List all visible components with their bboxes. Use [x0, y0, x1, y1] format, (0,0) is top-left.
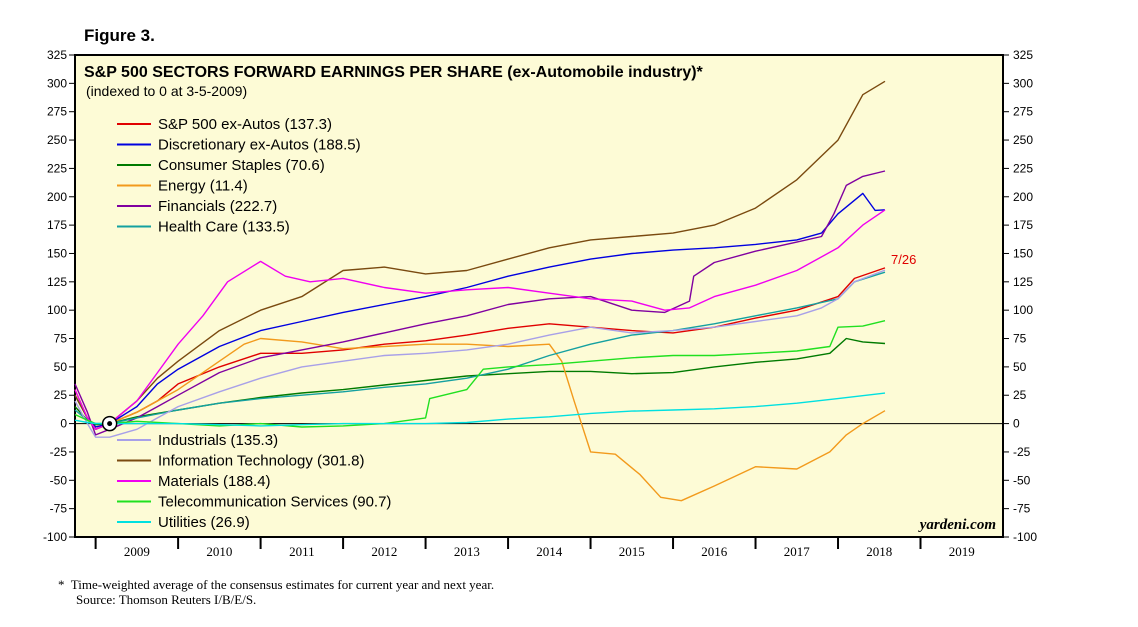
x-tick-label-1: 2010 — [206, 544, 232, 559]
series-line-2 — [74, 337, 886, 426]
y-tick-label-right-13: 0 — [1013, 417, 1020, 431]
x-tick-label-6: 2015 — [619, 544, 645, 559]
y-tick-label-right-6: 175 — [1013, 218, 1033, 232]
legend-label-2: Consumer Staples (70.6) — [158, 157, 325, 174]
footnote-source: Source: Thomson Reuters I/B/E/S. — [76, 592, 257, 607]
y-tick-label-right-4: 225 — [1013, 161, 1033, 175]
y-tick-label-left-5: 200 — [47, 190, 67, 204]
legend-label-10: Utilities (26.9) — [158, 514, 250, 531]
x-tick-label-2: 2011 — [289, 544, 315, 559]
watermark: yardeni.com — [918, 517, 996, 533]
x-tick-label-9: 2018 — [866, 544, 892, 559]
y-tick-label-right-10: 75 — [1013, 332, 1027, 346]
y-tick-label-right-17: -100 — [1013, 530, 1037, 544]
legend-label-7: Information Technology (301.8) — [158, 453, 365, 470]
y-tick-label-left-2: 275 — [47, 105, 67, 119]
x-tick-label-4: 2013 — [454, 544, 480, 559]
y-tick-label-right-5: 200 — [1013, 190, 1033, 204]
y-tick-label-right-16: -75 — [1013, 502, 1031, 516]
y-tick-label-left-9: 100 — [47, 303, 67, 317]
legend-label-4: Financials (222.7) — [158, 198, 277, 215]
x-tick-label-8: 2017 — [784, 544, 811, 559]
series-line-10 — [74, 392, 886, 427]
y-tick-label-left-17: -100 — [43, 530, 67, 544]
y-tick-label-left-7: 150 — [47, 246, 67, 260]
series-line-8 — [74, 209, 886, 430]
y-tick-label-right-3: 250 — [1013, 133, 1033, 147]
y-tick-label-left-0: 325 — [47, 48, 67, 62]
legend-label-8: Materials (188.4) — [158, 473, 271, 490]
y-tick-label-right-0: 325 — [1013, 48, 1033, 62]
y-tick-label-left-4: 225 — [47, 161, 67, 175]
y-tick-label-left-3: 250 — [47, 133, 67, 147]
footnote-definition: * Time-weighted average of the consensus… — [58, 577, 495, 592]
y-tick-label-right-15: -50 — [1013, 473, 1031, 487]
legend-label-5: Health Care (133.5) — [158, 219, 290, 236]
figure-label: Figure 3. — [84, 26, 155, 45]
x-tick-label-7: 2016 — [701, 544, 728, 559]
y-tick-label-right-9: 100 — [1013, 303, 1033, 317]
x-tick-label-10: 2019 — [949, 544, 975, 559]
chart-subtitle: (indexed to 0 at 3-5-2009) — [86, 83, 247, 99]
y-tick-label-right-2: 275 — [1013, 105, 1033, 119]
y-tick-label-left-11: 50 — [54, 360, 68, 374]
series-line-5 — [74, 271, 886, 425]
x-tick-label-5: 2014 — [536, 544, 563, 559]
y-tick-label-right-1: 300 — [1013, 76, 1033, 90]
base-date-marker-dot — [107, 421, 113, 427]
legend-label-3: Energy (11.4) — [158, 178, 248, 195]
y-tick-label-right-14: -25 — [1013, 445, 1031, 459]
y-tick-label-right-11: 50 — [1013, 360, 1027, 374]
series-line-9 — [74, 320, 886, 428]
y-tick-label-left-15: -50 — [50, 473, 68, 487]
legend-label-9: Telecommunication Services (90.7) — [158, 494, 391, 511]
y-tick-label-left-16: -75 — [50, 502, 68, 516]
chart-title: S&P 500 SECTORS FORWARD EARNINGS PER SHA… — [84, 64, 704, 81]
legend: S&P 500 ex-Autos (137.3) Discretionary ex… — [117, 116, 391, 531]
y-tick-label-right-12: 25 — [1013, 388, 1027, 402]
y-tick-label-left-1: 300 — [47, 76, 67, 90]
legend-label-6: Industrials (135.3) — [158, 432, 278, 449]
y-tick-label-right-7: 150 — [1013, 246, 1033, 260]
y-tick-label-left-13: 0 — [60, 417, 67, 431]
y-tick-label-left-6: 175 — [47, 218, 67, 232]
legend-label-0: S&P 500 ex-Autos (137.3) — [158, 116, 332, 133]
series-line-6 — [74, 269, 886, 438]
series-line-1 — [74, 192, 886, 428]
series-line-4 — [74, 170, 886, 436]
legend-label-1: Discretionary ex-Autos (188.5) — [158, 137, 361, 154]
x-tick-label-0: 2009 — [124, 544, 150, 559]
x-tick-label-3: 2012 — [371, 544, 397, 559]
plot-content: 7/26 — [74, 80, 1003, 502]
y-tick-label-left-10: 75 — [54, 332, 68, 346]
chart-labels: S&P 500 SECTORS FORWARD EARNINGS PER SHA… — [84, 64, 996, 533]
end-date-annotation: 7/26 — [891, 252, 916, 267]
series-line-3 — [74, 337, 886, 502]
footnotes: * Time-weighted average of the consensus… — [58, 577, 494, 607]
y-tick-label-left-8: 125 — [47, 275, 67, 289]
y-tick-label-left-12: 25 — [54, 388, 68, 402]
y-tick-label-right-8: 125 — [1013, 275, 1033, 289]
y-tick-label-left-14: -25 — [50, 445, 68, 459]
plot-background — [74, 54, 1004, 538]
